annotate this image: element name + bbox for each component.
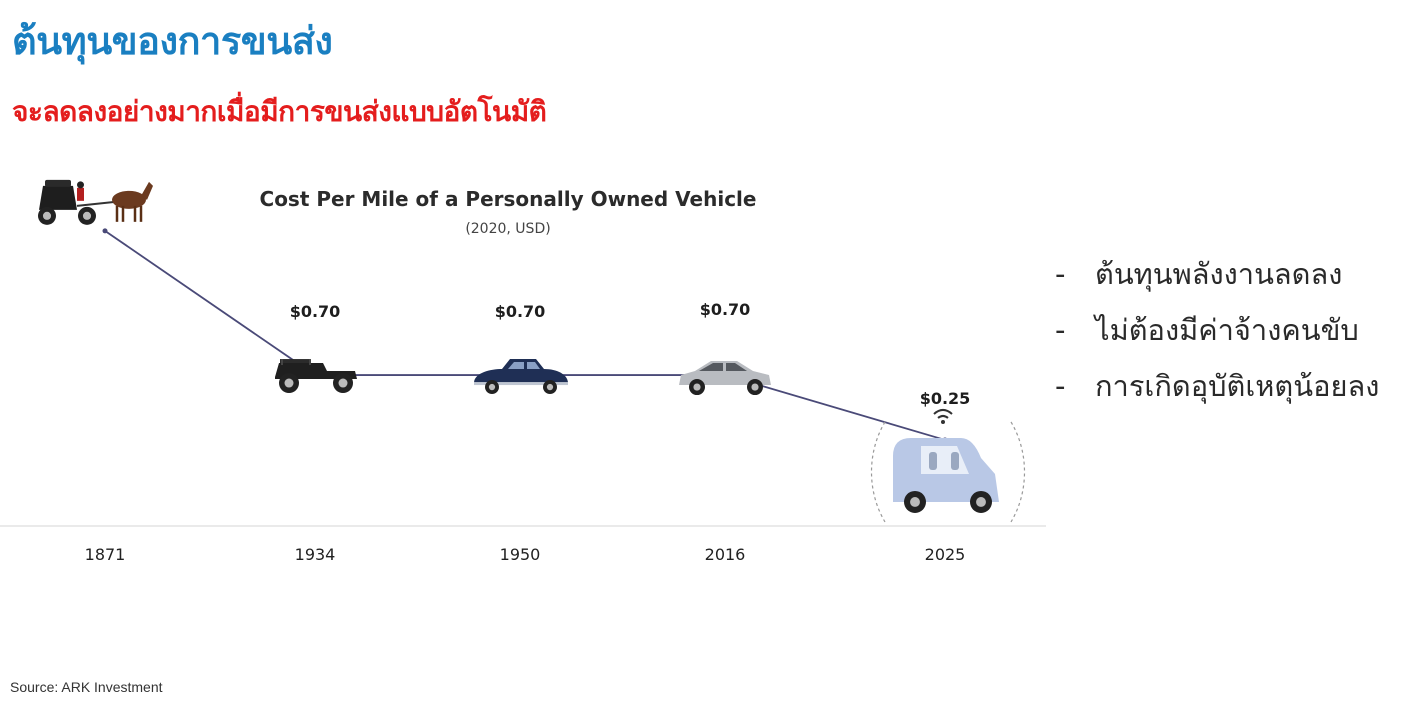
autonomous-car-icon bbox=[871, 408, 1025, 523]
bullet-text: ไม่ต้องมีค่าจ้างคนขับ bbox=[1095, 313, 1359, 347]
source-note: Source: ARK Investment bbox=[10, 679, 163, 695]
page-subtitle: จะลดลงอย่างมากเมื่อมีการขนส่งแบบอัตโนมัต… bbox=[12, 95, 547, 128]
x-tick-label: 2016 bbox=[705, 545, 746, 564]
series-line-group bbox=[102, 228, 948, 443]
data-point bbox=[102, 228, 108, 234]
value-labels-group: $1.70$0.70$0.70$0.70$0.25 bbox=[290, 300, 971, 408]
bullet-list: - ต้นทุนพลังงานลดลง - ไม่ต้องมีค่าจ้างคนขั… bbox=[1055, 252, 1379, 420]
value-label: $0.70 bbox=[290, 302, 341, 321]
bullet-item: - การเกิดอุบัติเหตุน้อยลง bbox=[1055, 364, 1379, 420]
bullet-text: การเกิดอุบัติเหตุน้อยลง bbox=[1095, 369, 1380, 403]
model-t-car-icon bbox=[275, 359, 357, 394]
x-tick-label: 1934 bbox=[295, 545, 336, 564]
classic-sedan-icon bbox=[474, 359, 568, 395]
series-line bbox=[104, 230, 946, 441]
value-label: $0.70 bbox=[700, 300, 751, 319]
bullet-marker: - bbox=[1055, 313, 1066, 347]
chart-subtitle: (2020, USD) bbox=[465, 221, 550, 237]
value-label: $0.70 bbox=[495, 302, 546, 321]
value-label: $0.25 bbox=[920, 389, 971, 408]
modern-sedan-icon bbox=[679, 361, 771, 396]
x-tick-label: 1950 bbox=[500, 545, 541, 564]
bullet-marker: - bbox=[1055, 369, 1066, 403]
bullet-marker: - bbox=[1055, 257, 1066, 291]
bullet-text: ต้นทุนพลังงานลดลง bbox=[1095, 257, 1343, 291]
x-tick-label: 1871 bbox=[85, 545, 126, 564]
page-title: ต้นทุนของการขนส่ง bbox=[12, 19, 333, 63]
chart-canvas: Cost Per Mile of a Personally Owned Vehi… bbox=[0, 179, 1046, 564]
cost-per-mile-chart: Cost Per Mile of a Personally Owned Vehi… bbox=[0, 170, 1050, 590]
chart-title: Cost Per Mile of a Personally Owned Vehi… bbox=[260, 187, 757, 211]
bullet-item: - ไม่ต้องมีค่าจ้างคนขับ bbox=[1055, 308, 1379, 364]
bullet-item: - ต้นทุนพลังงานลดลง bbox=[1055, 252, 1379, 308]
horse-carriage-icon bbox=[38, 179, 153, 225]
vehicle-icons-group bbox=[38, 179, 1025, 523]
x-tick-labels-group: 1871 1934 1950 2016 2025 bbox=[85, 545, 966, 564]
x-tick-label: 2025 bbox=[925, 545, 966, 564]
